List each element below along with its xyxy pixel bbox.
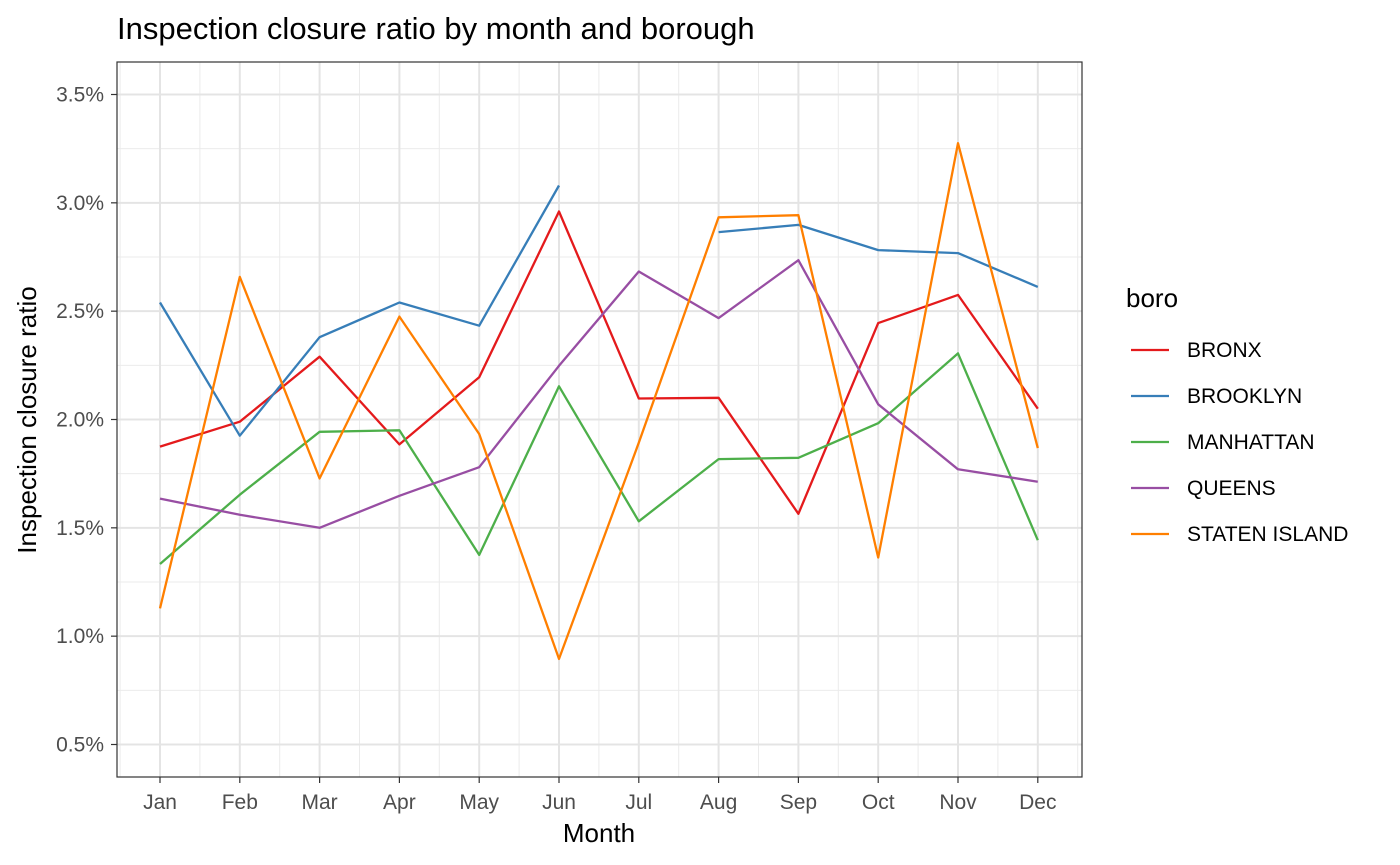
legend-label: MANHATTAN [1187, 431, 1315, 454]
series-staten-island [158, 142, 1039, 661]
y-tick-label: 0.5% [56, 734, 104, 757]
x-tick-label: Jan [143, 791, 177, 814]
legend-label: BRONX [1187, 339, 1262, 362]
x-tick-label: Mar [302, 791, 338, 814]
y-tick-label: 3.0% [56, 192, 104, 215]
legend: boro BRONX BROOKLYN MANHATTAN QUEENS STATEN … [1126, 283, 1348, 546]
x-axis: Jan Feb Mar Apr May Jun Jul Aug Sep Oct Nov Dec [143, 777, 1056, 814]
legend-label: BROOKLYN [1187, 385, 1302, 408]
series-line [159, 210, 1039, 515]
series-bronx [159, 210, 1039, 515]
x-tick-label: Feb [222, 791, 258, 814]
series-brooklyn [159, 184, 1039, 437]
x-tick-label: Jun [542, 791, 576, 814]
x-tick-label: Oct [862, 791, 895, 814]
y-tick-label: 1.0% [56, 625, 104, 648]
x-tick-label: Aug [700, 791, 737, 814]
x-tick-label: Sep [780, 791, 817, 814]
series-line [159, 259, 1038, 529]
chart-title: Inspection closure ratio by month and bo… [117, 11, 755, 46]
legend-label: STATEN ISLAND [1187, 523, 1348, 546]
x-tick-label: Apr [383, 791, 416, 814]
y-tick-label: 1.5% [56, 517, 104, 540]
y-axis: 0.5% 1.0% 1.5% 2.0% 2.5% 3.0% 3.5% [56, 84, 117, 757]
y-tick-label: 2.5% [56, 300, 104, 323]
series-line [159, 184, 560, 437]
legend-title: boro [1126, 283, 1178, 313]
y-tick-label: 3.5% [56, 84, 104, 107]
legend-label: QUEENS [1187, 477, 1276, 500]
x-tick-label: Jul [625, 791, 652, 814]
major-gridlines [117, 62, 1082, 777]
x-tick-label: May [459, 791, 499, 814]
series-line [158, 142, 1039, 661]
series-line [718, 223, 1039, 288]
x-tick-label: Dec [1019, 791, 1056, 814]
series-queens [159, 259, 1038, 529]
x-axis-title: Month [563, 818, 635, 848]
x-tick-label: Nov [939, 791, 977, 814]
y-tick-label: 2.0% [56, 409, 104, 432]
series-lines [158, 142, 1039, 661]
y-axis-title: Inspection closure ratio [12, 286, 42, 553]
